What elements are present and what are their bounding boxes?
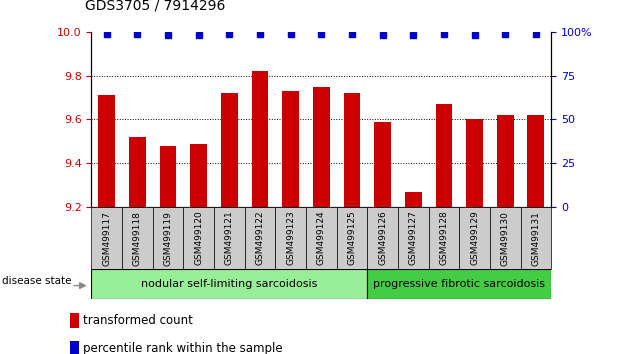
Bar xyxy=(428,207,459,269)
Bar xyxy=(405,192,421,207)
Text: GSM499130: GSM499130 xyxy=(501,211,510,266)
Text: GSM499124: GSM499124 xyxy=(317,211,326,266)
Bar xyxy=(122,207,152,269)
Text: GSM499118: GSM499118 xyxy=(133,211,142,266)
Bar xyxy=(70,341,79,354)
Bar xyxy=(91,269,367,299)
Bar xyxy=(70,313,79,328)
Bar xyxy=(466,119,483,207)
Bar xyxy=(251,71,268,207)
Bar xyxy=(214,207,244,269)
Text: GSM499122: GSM499122 xyxy=(256,211,265,266)
Text: GSM499125: GSM499125 xyxy=(348,211,357,266)
Bar xyxy=(343,93,360,207)
Text: nodular self-limiting sarcoidosis: nodular self-limiting sarcoidosis xyxy=(141,279,318,289)
Bar xyxy=(129,137,146,207)
Bar xyxy=(275,207,306,269)
Text: GSM499123: GSM499123 xyxy=(286,211,295,266)
Bar xyxy=(367,207,398,269)
Bar xyxy=(490,207,520,269)
Bar xyxy=(336,207,367,269)
Bar xyxy=(313,87,329,207)
Bar xyxy=(183,207,214,269)
Text: GSM499127: GSM499127 xyxy=(409,211,418,266)
Text: GSM499117: GSM499117 xyxy=(102,211,111,266)
Bar xyxy=(459,207,490,269)
Bar xyxy=(190,144,207,207)
Text: GSM499128: GSM499128 xyxy=(440,211,449,266)
Text: GSM499126: GSM499126 xyxy=(378,211,387,266)
Text: percentile rank within the sample: percentile rank within the sample xyxy=(83,342,283,354)
Text: disease state: disease state xyxy=(2,276,71,286)
Bar xyxy=(520,207,551,269)
Bar xyxy=(244,207,275,269)
Bar xyxy=(435,104,452,207)
Bar xyxy=(306,207,336,269)
Bar xyxy=(282,91,299,207)
Text: GDS3705 / 7914296: GDS3705 / 7914296 xyxy=(85,0,226,12)
Text: progressive fibrotic sarcoidosis: progressive fibrotic sarcoidosis xyxy=(373,279,546,289)
Bar xyxy=(91,207,122,269)
Bar xyxy=(527,115,544,207)
Text: GSM499129: GSM499129 xyxy=(470,211,479,266)
Bar xyxy=(497,115,513,207)
Text: GSM499119: GSM499119 xyxy=(164,211,173,266)
Bar xyxy=(159,146,176,207)
Text: transformed count: transformed count xyxy=(83,314,193,327)
Bar xyxy=(221,93,238,207)
Bar xyxy=(367,269,551,299)
Bar xyxy=(98,95,115,207)
Bar xyxy=(374,122,391,207)
Text: GSM499121: GSM499121 xyxy=(225,211,234,266)
Text: GSM499131: GSM499131 xyxy=(532,211,541,266)
Bar xyxy=(398,207,428,269)
Bar xyxy=(152,207,183,269)
Text: GSM499120: GSM499120 xyxy=(194,211,203,266)
